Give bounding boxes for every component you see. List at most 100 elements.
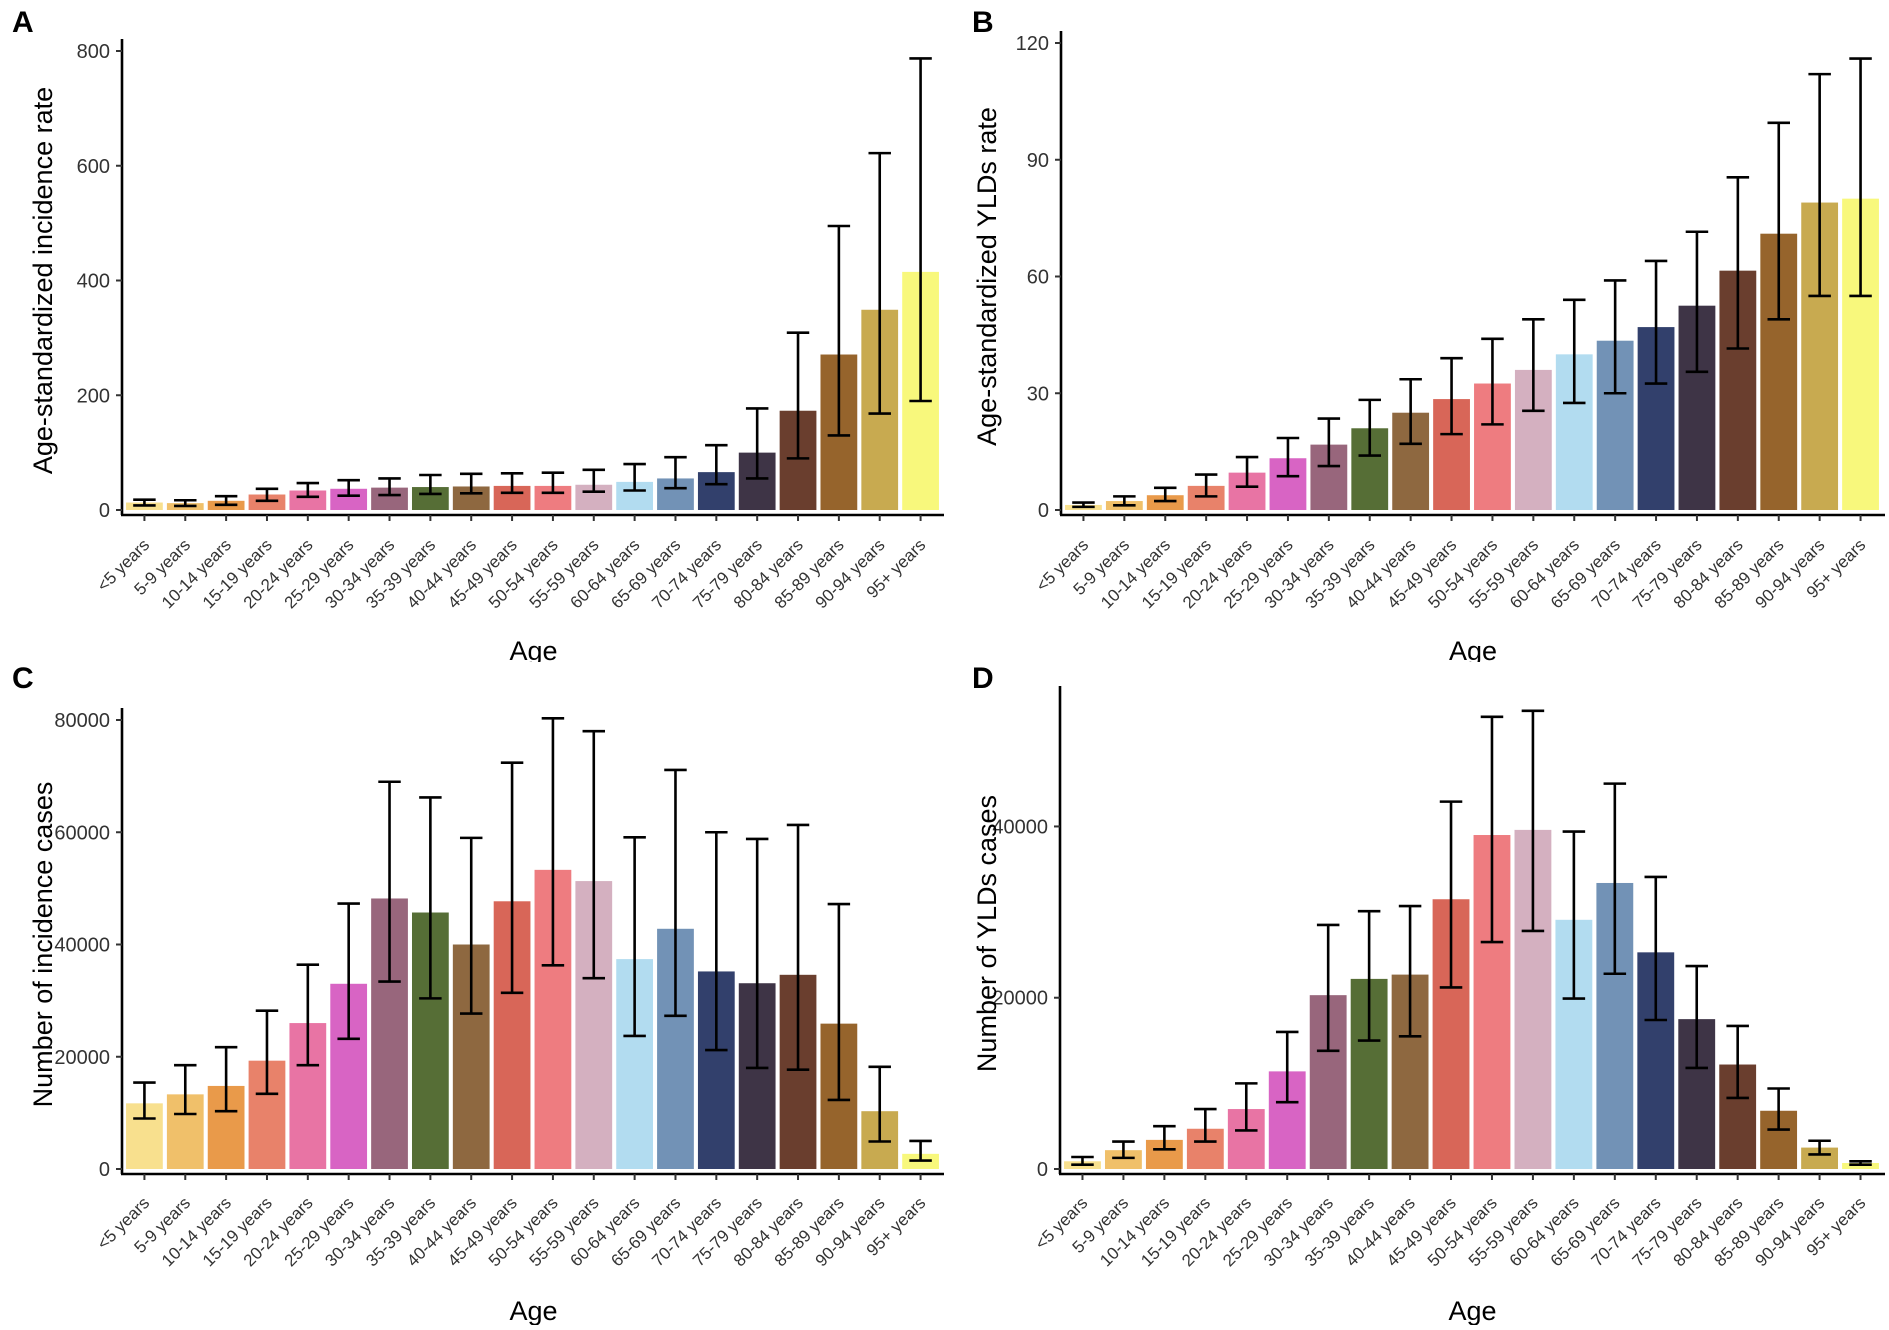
- panel-letter: A: [12, 6, 34, 39]
- error-bar: [133, 1081, 156, 1120]
- error-bar: [827, 902, 851, 1102]
- error-bar: [1808, 1139, 1831, 1156]
- error-bar: [1071, 1155, 1094, 1167]
- error-bar: [1398, 904, 1422, 1038]
- error-bar: [1113, 495, 1136, 507]
- error-bar: [1357, 909, 1381, 1042]
- bar: [371, 487, 408, 510]
- error-bar: [214, 1045, 238, 1113]
- y-tick-label: 60000: [54, 822, 110, 844]
- error-bar: [582, 729, 606, 980]
- y-tick-label: 20000: [992, 988, 1048, 1010]
- error-bar: [1849, 57, 1872, 298]
- error-bar: [1276, 436, 1300, 478]
- panel-letter: B: [972, 6, 994, 39]
- error-bar: [1153, 1124, 1176, 1151]
- bar: [1104, 1150, 1142, 1169]
- error-bar: [623, 836, 646, 1038]
- error-bar: [1481, 337, 1504, 426]
- error-bar: [1358, 398, 1381, 457]
- error-bar: [705, 443, 728, 486]
- error-bar: [1644, 259, 1668, 385]
- y-tick-label: 40000: [54, 935, 110, 957]
- error-bar: [255, 1009, 279, 1096]
- error-bar: [541, 717, 565, 967]
- error-bar: [1235, 1082, 1258, 1132]
- bar: [1146, 495, 1184, 510]
- x-axis-title: Age: [1448, 1296, 1496, 1325]
- y-tick-label: 600: [77, 156, 110, 178]
- error-bar: [1235, 455, 1259, 488]
- error-bar: [664, 768, 687, 1018]
- error-bar: [1562, 830, 1586, 1000]
- error-bar: [1808, 72, 1831, 298]
- error-bar: [1194, 1107, 1217, 1143]
- error-bar: [1439, 800, 1463, 989]
- error-bar: [664, 455, 687, 490]
- error-bar: [827, 224, 851, 437]
- error-bar: [786, 331, 810, 460]
- error-bar: [1480, 715, 1504, 944]
- error-bar: [745, 837, 769, 1070]
- y-axis-title: Number of YLDs cases: [972, 795, 1002, 1072]
- y-tick-label: 200: [77, 385, 110, 407]
- x-axis-title: Age: [1449, 636, 1497, 662]
- panel-d: D 0 20000 40000 <5 years 5-9 years 10-14 year…: [944, 662, 1889, 1326]
- error-bar: [623, 462, 646, 492]
- error-bar: [296, 481, 320, 499]
- y-tick-label: 800: [77, 41, 110, 63]
- error-bar: [1685, 964, 1708, 1070]
- error-bar: [459, 836, 483, 1015]
- y-tick-label: 400: [77, 271, 110, 293]
- y-tick-label: 60: [1027, 267, 1049, 289]
- error-bar: [378, 477, 401, 497]
- y-tick-label: 120: [1016, 33, 1049, 55]
- x-axis-title: Age: [509, 636, 557, 662]
- error-bar: [214, 494, 238, 507]
- y-axis-title: Number of incidence cases: [28, 782, 58, 1108]
- error-bar: [1194, 473, 1218, 498]
- error-bar: [1603, 782, 1627, 976]
- panel-a: A 0 200 400 600 800 <5 years 5-9 years 10-14 ye…: [0, 0, 945, 666]
- error-bar: [1767, 121, 1790, 321]
- y-tick-label: 30: [1027, 383, 1049, 405]
- error-bar: [133, 498, 156, 507]
- error-bar: [1275, 1030, 1299, 1104]
- bar: [1801, 1147, 1839, 1169]
- error-bar: [419, 473, 442, 496]
- error-bar: [1644, 875, 1668, 1022]
- error-bar: [1767, 1087, 1790, 1131]
- error-bar: [1726, 1024, 1749, 1100]
- error-bar: [909, 57, 932, 403]
- error-bar: [786, 823, 810, 1071]
- error-bar: [1317, 417, 1341, 468]
- error-bar: [745, 407, 769, 480]
- panel-letter: D: [972, 662, 994, 695]
- error-bar: [255, 487, 279, 503]
- y-tick-label: 20000: [54, 1047, 110, 1069]
- panel-letter: C: [12, 662, 34, 695]
- error-bar: [500, 761, 524, 995]
- error-bar: [541, 471, 565, 495]
- error-bar: [1072, 501, 1095, 509]
- error-bar: [1726, 175, 1750, 350]
- x-axis-title: Age: [509, 1296, 557, 1325]
- error-bar: [174, 1063, 197, 1116]
- error-bar: [1685, 230, 1709, 374]
- y-tick-label: 80000: [54, 710, 110, 732]
- error-bar: [1849, 1159, 1872, 1167]
- error-bar: [909, 1139, 932, 1162]
- y-axis-title: Age-standardized YLDs rate: [972, 107, 1002, 446]
- panel-c: C 0 20000 40000 60000 80000 <5 years 5-9 years…: [0, 662, 945, 1326]
- error-bar: [1563, 298, 1586, 405]
- error-bar: [868, 151, 891, 415]
- bar: [248, 494, 286, 510]
- error-bar: [296, 963, 320, 1067]
- error-bar: [1154, 486, 1177, 503]
- error-bar: [1521, 709, 1545, 933]
- y-tick-label: 0: [1038, 500, 1049, 522]
- y-tick-label: 90: [1027, 150, 1049, 172]
